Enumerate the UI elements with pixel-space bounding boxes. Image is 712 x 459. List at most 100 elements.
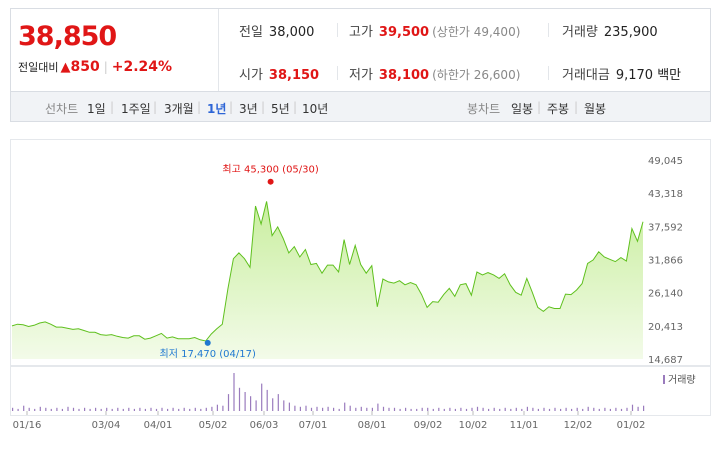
tab-daily-candle[interactable]: 일봉 <box>511 102 534 116</box>
volume-legend-label: 거래량 <box>668 374 696 386</box>
divider <box>337 23 338 37</box>
tab-monthly-candle[interactable]: 월봉 <box>584 102 607 116</box>
volume-bar <box>12 407 14 411</box>
volume-bar <box>167 408 169 411</box>
change-divider: | <box>103 60 108 74</box>
volume-bar <box>272 398 274 411</box>
volume-bar <box>609 408 611 411</box>
volume-bar <box>67 406 69 411</box>
chart-grid <box>10 139 711 416</box>
volume-bars: 거래량 <box>12 373 696 411</box>
y-tick-label: 20,413 <box>648 322 683 333</box>
tab-1-week[interactable]: 1주일 <box>121 102 151 116</box>
volume-bar <box>349 405 351 411</box>
low-label: 저가 <box>349 68 373 83</box>
volume-bar <box>560 408 562 411</box>
volume-bar <box>283 400 285 411</box>
y-axis-labels: 49,045 43,318 37,592 31,866 26,140 20,413 14,6… <box>648 156 683 366</box>
high-annotation: 최고 45,300 (05/30) <box>222 164 318 176</box>
tab-1-day[interactable]: 1일 <box>87 102 106 116</box>
volume-bar <box>427 407 429 411</box>
quote-panel: 38,850 전일대비 ▲850 | +2.24% 전일 38,000 고가 39,500… <box>10 8 711 92</box>
prev-close-cell: 전일 38,000 <box>239 21 314 40</box>
amount-cell: 거래대금 9,170 백만 <box>562 64 681 83</box>
divider <box>337 66 338 80</box>
volume-bar <box>266 389 268 411</box>
volume-bar <box>161 407 163 411</box>
volume-bar <box>56 407 58 411</box>
volume-bar <box>643 405 645 411</box>
upper-limit: (상한가 49,400) <box>432 25 521 39</box>
prev-close-label: 전일 <box>239 25 263 40</box>
volume-bar <box>493 407 495 411</box>
low-marker <box>204 339 211 346</box>
high-label: 고가 <box>349 25 373 40</box>
tab-divider: | <box>229 100 234 114</box>
y-tick-label: 37,592 <box>648 222 683 233</box>
current-price: 38,850 <box>18 21 117 52</box>
volume-bar <box>194 407 196 411</box>
up-arrow-icon: ▲ <box>60 60 71 75</box>
tab-3-months[interactable]: 3개월 <box>164 102 194 116</box>
volume-bar <box>515 407 517 411</box>
tab-divider: | <box>574 100 579 114</box>
volume-bar <box>405 407 407 411</box>
volume-bar <box>227 394 230 411</box>
volume-bar <box>443 408 445 411</box>
volume-bar <box>39 406 41 411</box>
volume-bar <box>50 408 52 411</box>
tab-divider: | <box>293 100 298 114</box>
open-label: 시가 <box>239 68 263 83</box>
volume-bar <box>172 407 174 411</box>
tab-1-year[interactable]: 1년 <box>207 102 227 116</box>
x-tick-label: 08/01 <box>358 420 387 431</box>
volume-bar <box>432 408 434 411</box>
tab-5-years[interactable]: 5년 <box>271 102 290 116</box>
tab-10-years[interactable]: 10년 <box>302 102 329 116</box>
high-value: 39,500 <box>378 25 430 40</box>
volume-bar <box>537 408 539 411</box>
tab-divider: | <box>537 100 542 114</box>
volume-bar <box>471 407 473 411</box>
y-tick-label: 43,318 <box>648 189 683 200</box>
volume-bar <box>316 406 318 411</box>
volume-bar <box>327 406 329 411</box>
volume-bar <box>310 407 313 411</box>
volume-bar <box>233 373 235 411</box>
volume-bar <box>548 408 551 411</box>
price-line <box>11 201 644 342</box>
volume-bar <box>238 387 241 411</box>
volume-bar <box>128 407 130 411</box>
candle-chart-label: 봉차트 <box>467 102 501 116</box>
volume-bar <box>100 408 102 411</box>
y-tick-label: 26,140 <box>648 289 683 300</box>
volume-bar <box>205 407 207 411</box>
x-tick-label: 03/04 <box>92 420 121 431</box>
x-axis-labels: 01/16 03/04 04/01 05/02 06/03 07/01 08/01 09/02… <box>13 411 645 431</box>
volume-bar <box>299 406 301 411</box>
volume-bar <box>355 407 357 411</box>
volume-bar <box>626 407 628 411</box>
high-cell: 고가 39,500 (상한가 49,400) <box>349 21 520 40</box>
volume-bar <box>200 408 202 411</box>
x-tick-label: 05/02 <box>199 420 228 431</box>
volume-bar <box>366 407 368 411</box>
volume-bar <box>144 408 146 411</box>
amount-value: 9,170 백만 <box>615 68 682 83</box>
volume-bar <box>84 407 86 411</box>
volume-bar <box>78 408 80 411</box>
volume-bar <box>421 407 423 411</box>
volume-bar <box>45 407 47 411</box>
price-chart[interactable]: 49,045 43,318 37,592 31,866 26,140 20,413 14,6… <box>10 139 711 455</box>
low-value: 38,100 <box>378 68 430 83</box>
volume-bar <box>604 407 606 411</box>
tab-weekly-candle[interactable]: 주봉 <box>547 102 570 116</box>
tab-3-years[interactable]: 3년 <box>239 102 258 116</box>
volume-bar <box>416 408 418 411</box>
volume-bar <box>133 408 135 411</box>
change-value: 850 <box>70 59 100 75</box>
volume-bar <box>576 407 578 411</box>
volume-bar <box>155 408 158 411</box>
volume-bar <box>139 407 141 411</box>
low-cell: 저가 38,100 (하한가 26,600) <box>349 64 520 83</box>
